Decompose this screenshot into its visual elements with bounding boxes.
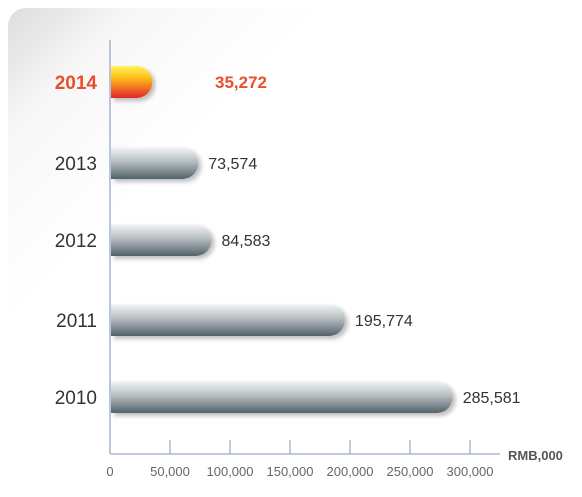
x-tick-label-100000: 100,000 — [207, 464, 254, 479]
x-tick-label-150000: 150,000 — [267, 464, 314, 479]
bar-2011 — [111, 304, 345, 336]
bar-2012 — [111, 224, 212, 256]
category-label-2013: 2013 — [55, 154, 97, 175]
x-tick-label-0: 0 — [106, 464, 113, 479]
value-label-2013: 73,574 — [208, 156, 257, 173]
bar-2013 — [111, 147, 199, 179]
x-tick-label-50000: 50,000 — [150, 464, 190, 479]
x-axis-unit-label: RMB,000 — [508, 448, 563, 463]
bar-2014 — [111, 66, 153, 98]
value-label-2011: 195,774 — [355, 313, 413, 330]
category-label-2010: 2010 — [55, 388, 97, 409]
x-tick-label-250000: 250,000 — [387, 464, 434, 479]
x-tick-label-300000: 300,000 — [447, 464, 494, 479]
bar-2010 — [111, 381, 453, 413]
x-tick-label-200000: 200,000 — [327, 464, 374, 479]
bars-group: 2014 35,272 2013 73,574 2012 84,583 2011 195,77… — [55, 66, 521, 413]
category-label-2014: 2014 — [55, 73, 98, 94]
x-axis-ticks: 0 50,000 100,000 150,000 200,000 250,000 300,0… — [106, 440, 494, 479]
category-label-2012: 2012 — [55, 231, 97, 252]
category-label-2011: 2011 — [56, 311, 97, 332]
value-label-2010: 285,581 — [463, 390, 521, 407]
value-label-2014: 35,272 — [215, 73, 267, 92]
value-label-2012: 84,583 — [221, 233, 270, 250]
